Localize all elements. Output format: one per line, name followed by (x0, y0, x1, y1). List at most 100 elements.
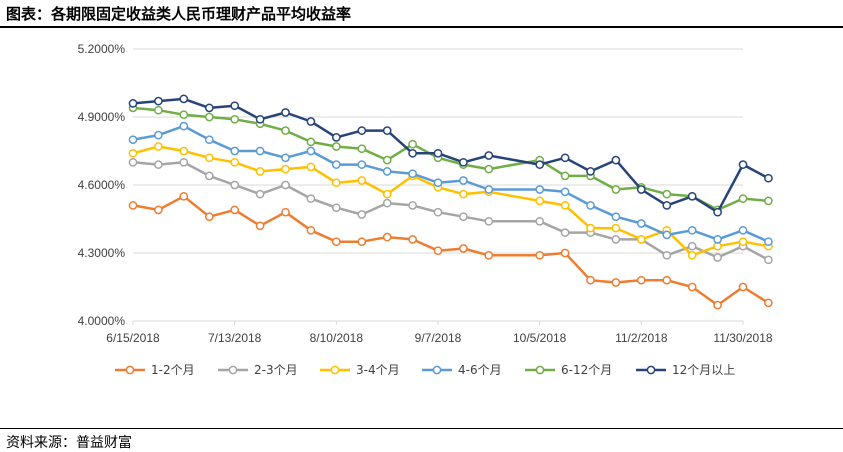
data-point (281, 126, 290, 135)
data-point (204, 112, 214, 122)
legend-swatch-marker (330, 365, 340, 375)
legend-label: 1-2个月 (151, 363, 195, 377)
series-3 (128, 142, 773, 260)
data-point (459, 157, 468, 167)
data-point (179, 146, 189, 156)
data-point (560, 228, 570, 237)
data-point (230, 146, 240, 156)
data-point (433, 178, 443, 188)
data-point (611, 235, 621, 244)
data-point (713, 253, 722, 262)
data-point (230, 114, 240, 124)
data-point (687, 250, 697, 260)
data-point (179, 121, 189, 131)
data-point (738, 237, 748, 247)
data-point (408, 148, 417, 158)
data-point (204, 171, 214, 181)
x-tick-label: 9/7/2018 (415, 331, 462, 345)
chart-title: 图表：各期限固定收益类人民币理财产品平均收益率 (6, 5, 352, 23)
data-point (738, 225, 748, 235)
legend-item: 4-6个月 (422, 363, 502, 377)
data-point (331, 160, 341, 169)
data-point (357, 237, 367, 247)
data-point (459, 244, 468, 253)
x-tick-label: 8/10/2018 (310, 331, 364, 345)
data-point (459, 176, 468, 185)
y-tick-label: 4.6000% (78, 178, 126, 192)
data-point (433, 246, 443, 256)
data-point (484, 216, 494, 226)
data-point (382, 167, 392, 176)
data-point (662, 275, 672, 285)
data-point (204, 135, 214, 145)
data-point (382, 189, 392, 199)
data-point (611, 223, 621, 233)
data-point (764, 173, 773, 183)
data-point (408, 235, 417, 244)
data-point (382, 126, 392, 135)
data-point (535, 216, 545, 226)
data-point (204, 103, 214, 113)
legend-item: 6-12个月 (525, 363, 612, 377)
data-point (636, 275, 646, 285)
data-point (560, 248, 570, 258)
data-point (382, 198, 392, 208)
data-point (662, 230, 672, 240)
data-point (255, 167, 265, 176)
y-tick-label: 5.2000% (78, 42, 126, 56)
data-point (306, 162, 316, 172)
data-point (255, 146, 265, 156)
data-point (357, 144, 367, 154)
data-point (535, 250, 545, 260)
data-point (154, 142, 163, 151)
data-point (255, 114, 265, 124)
data-point (433, 207, 443, 217)
data-point (636, 219, 646, 228)
data-point (586, 201, 595, 210)
data-point (179, 110, 189, 120)
data-point (331, 142, 341, 151)
data-point (128, 135, 138, 145)
data-point (459, 189, 468, 199)
data-point (764, 255, 773, 265)
data-point (738, 194, 748, 203)
legend-item: 12个月以上 (636, 363, 735, 377)
legend-label: 4-6个月 (458, 363, 502, 377)
series-5 (128, 103, 773, 215)
data-point (484, 250, 494, 260)
data-point (560, 153, 570, 163)
data-point (382, 232, 392, 242)
data-point (408, 139, 417, 149)
data-point (535, 196, 545, 206)
data-point (484, 151, 494, 160)
data-point (255, 189, 265, 199)
data-point (713, 235, 722, 244)
series-4 (128, 121, 773, 247)
data-point (484, 185, 494, 194)
data-point (306, 117, 316, 126)
data-point (230, 101, 240, 111)
data-point (179, 94, 189, 104)
data-point (611, 212, 621, 222)
legend-swatch-marker (432, 365, 442, 375)
data-point (560, 171, 570, 181)
x-tick-label: 11/30/2018 (713, 331, 772, 345)
data-point (687, 282, 697, 292)
legend-label: 6-12个月 (561, 363, 612, 377)
data-point (382, 155, 392, 165)
data-point (281, 153, 290, 163)
bottom-divider (0, 428, 843, 429)
data-point (179, 157, 189, 167)
data-point (662, 201, 672, 210)
data-point (306, 137, 316, 147)
y-tick-label: 4.0000% (78, 314, 126, 328)
data-point (204, 153, 214, 163)
data-point (128, 148, 138, 158)
data-point (128, 201, 138, 210)
data-point (764, 298, 773, 308)
data-point (154, 96, 163, 106)
legend-item: 2-3个月 (218, 363, 298, 377)
data-point (586, 275, 595, 285)
source-note: 资料来源：普益财富 (6, 435, 132, 451)
data-point (281, 108, 290, 117)
